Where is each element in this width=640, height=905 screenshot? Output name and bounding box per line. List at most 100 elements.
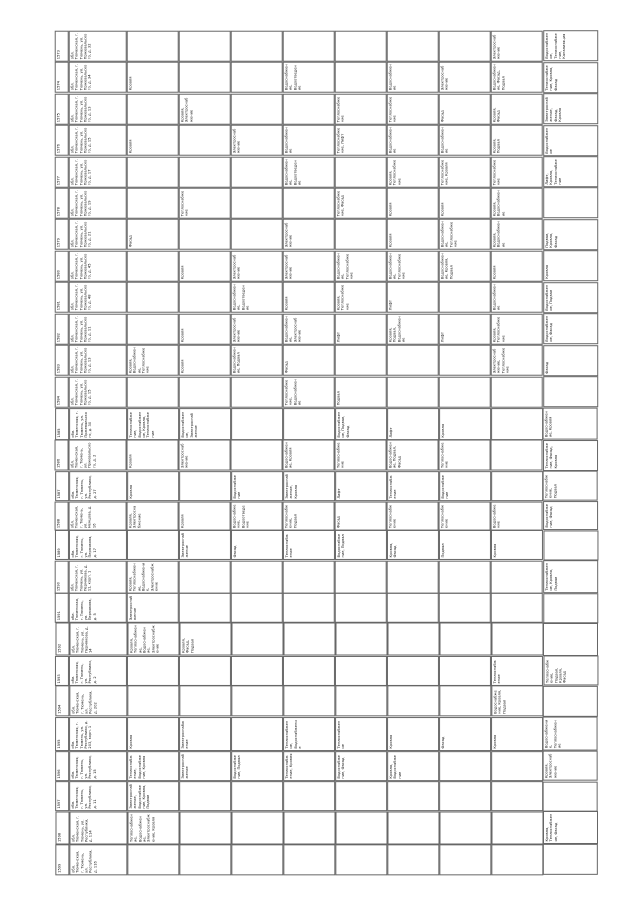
cell: Водоснабжение, Кровля <box>542 407 598 440</box>
cell <box>334 811 387 845</box>
cell: Теплоснабжение, Водоснабжение, Кровля, Т… <box>126 407 179 440</box>
cell: Водоснабжение, Электроснабжение <box>178 407 231 440</box>
cell <box>230 622 283 656</box>
cell <box>230 187 283 219</box>
cell <box>282 560 335 594</box>
cell <box>438 560 491 594</box>
row-id: 1577 <box>54 155 69 188</box>
cell: Кровля <box>178 344 231 376</box>
cell: Водоснабжение, Кровля, Подвал <box>490 685 543 717</box>
row-id: 1588 <box>54 501 69 531</box>
row-id: 1590 <box>54 560 69 594</box>
cell: Теплоснабжение, Водоснабжение, Электросн… <box>126 811 179 845</box>
address: обл. Тюменская, г. Тюмень, ул. Пржевальс… <box>68 30 127 62</box>
cell: Водоснабжение, Фасад <box>334 750 387 782</box>
cell <box>438 655 491 686</box>
address: обл. Тюменская, г. Тюмень, ул. Пржевальс… <box>68 92 127 125</box>
cell <box>386 30 439 62</box>
cell <box>490 844 543 875</box>
cell <box>126 250 179 282</box>
cell: Теплоснабжение, Водоснабжение, Кровля <box>126 750 179 782</box>
cell: Кровля, Фасад <box>490 92 543 125</box>
cell: Кровля <box>386 187 439 219</box>
address: обл. Тюменская, г. Тюмень, ул. Пржевальс… <box>68 250 127 282</box>
cell: Кровля, Фасад <box>386 530 439 561</box>
cell: Электроснабжение <box>126 593 179 623</box>
cell: Водоснабжение, Фасад <box>542 313 598 345</box>
cell: Электроснабжение <box>178 439 231 471</box>
row-id: 1580 <box>54 250 69 282</box>
cell <box>386 781 439 812</box>
cell <box>386 593 439 623</box>
row-id: 1594 <box>54 685 69 717</box>
cell <box>126 187 179 219</box>
cell: Теплоснабжение <box>282 530 335 561</box>
cell <box>438 593 491 623</box>
row-id: 1596 <box>54 750 69 782</box>
cell: Лифт <box>386 281 439 314</box>
cell: Теплоснабжение <box>438 501 491 531</box>
cell <box>230 781 283 812</box>
cell <box>490 622 543 656</box>
address: обл. Тюменская, г. Тюмень, ул. Пермякова… <box>68 560 127 594</box>
cell <box>230 844 283 875</box>
cell: Кровля, Водоснабжение <box>386 750 439 782</box>
cell <box>490 811 543 845</box>
cell: Теплоснабжение <box>438 439 491 471</box>
cell: Кровля, Электроснабжение <box>178 92 231 125</box>
row-id: 1579 <box>54 218 69 251</box>
address: обл. Тюменская, г. Тюмень, ул. Республик… <box>68 811 127 845</box>
cell: Теплоснабжение, Фасад, Кровля <box>542 439 598 471</box>
cell <box>282 811 335 845</box>
cell <box>438 750 491 782</box>
cell: Теплоснабжение, Подвал <box>542 470 598 502</box>
address: обл. Тюменская, г. Тюмень, ул. Пржевальс… <box>68 124 127 156</box>
cell: Электроснабжение <box>282 218 335 251</box>
cell: Теплоснабжение <box>178 187 231 219</box>
cell <box>438 281 491 314</box>
cell <box>490 439 543 471</box>
cell <box>230 439 283 471</box>
cell <box>542 622 598 656</box>
cell <box>230 30 283 62</box>
cell <box>126 655 179 686</box>
cell: Фасад <box>438 92 491 125</box>
cell <box>542 530 598 561</box>
cell: Фасад <box>542 344 598 376</box>
cell <box>386 811 439 845</box>
cell <box>490 781 543 812</box>
cell: Электроснабжение <box>230 124 283 156</box>
cell <box>438 781 491 812</box>
row-id: 1578 <box>54 187 69 219</box>
cell: Кровля, Теплоснабжение, Водоснабжение, Э… <box>126 560 179 594</box>
cell <box>542 593 598 623</box>
address: обл. Тюменская, г. Тюмень, ул. Пермякова… <box>68 593 127 623</box>
cell <box>230 407 283 440</box>
cell <box>282 781 335 812</box>
cell: Водоснабжение <box>490 281 543 314</box>
cell <box>126 155 179 188</box>
address: обл. Тюменская, г. Тюмень, ул. Пржевальс… <box>68 344 127 376</box>
cell <box>282 655 335 686</box>
cell: Водоснабжение <box>438 470 491 502</box>
cell: Водоснабжение <box>386 124 439 156</box>
cell: Кровля, Водоснабжение <box>490 218 543 251</box>
cell <box>230 218 283 251</box>
row-id: 1576 <box>54 124 69 156</box>
cell <box>282 593 335 623</box>
cell <box>490 560 543 594</box>
cell <box>126 844 179 875</box>
cell: Водоснабжение, Водоотведение <box>282 155 335 188</box>
cell <box>438 622 491 656</box>
cell <box>542 781 598 812</box>
cell: Кровля <box>126 124 179 156</box>
cell: Электроснабжение <box>178 530 231 561</box>
cell <box>178 470 231 502</box>
cell: Лифт <box>438 313 491 345</box>
cell <box>438 844 491 875</box>
cell <box>438 375 491 408</box>
cell: Кровля <box>282 281 335 314</box>
cell: Теплоснабжение, Лифт <box>334 124 387 156</box>
cell <box>230 716 283 751</box>
